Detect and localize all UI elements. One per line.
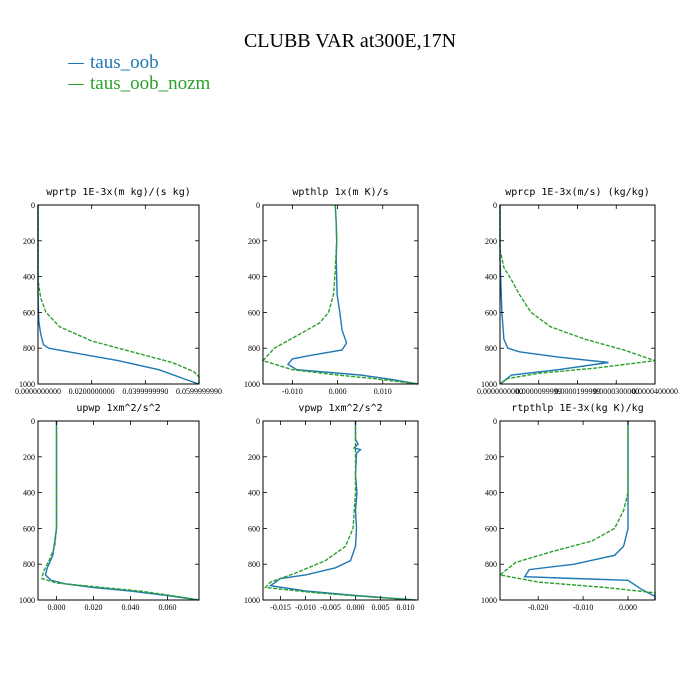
x-tick-label: -0.010: [573, 603, 594, 612]
panel-title: wpthlp 1x(m K)/s: [292, 187, 388, 198]
plot-frame: [37, 204, 200, 385]
y-tick-label: 1000: [244, 596, 260, 605]
panel-title: wprcp 1E-3x(m/s) (kg/kg): [505, 187, 650, 198]
y-tick-label: 200: [485, 237, 497, 246]
y-tick-label: 0: [493, 201, 497, 210]
panel-5: vpwp 1xm^2/s^2 0 200 400 600 800 1000 -0.015 -0.…: [244, 403, 419, 612]
y-tick-label: 200: [23, 237, 35, 246]
y-tick-label: 400: [248, 273, 260, 282]
x-tick-label: -0.020: [528, 603, 549, 612]
series-line-taus-oob-nozm: [499, 205, 656, 385]
legend-item-taus-oob-nozm: taus_oob_nozm: [68, 73, 210, 95]
y-tick-label: 400: [485, 273, 497, 282]
y-tick-label: 0: [256, 201, 260, 210]
panel-2: wpthlp 1x(m K)/s 0 200 400 600 800 1000 -0.010 0…: [244, 187, 419, 396]
y-tick-label: 200: [485, 453, 497, 462]
x-tick-label: 0.010: [374, 387, 392, 396]
y-tick-label: 600: [485, 308, 497, 317]
plot-frame: [262, 420, 419, 601]
panel-4: upwp 1xm^2/s^2 0 200 400 600 800 1000 0.000 0.02…: [19, 403, 200, 612]
panel-title: upwp 1xm^2/s^2: [76, 403, 160, 414]
legend-label-taus-oob: taus_oob: [90, 52, 159, 73]
y-tick-label: 800: [23, 560, 35, 569]
y-tick-label: 600: [23, 308, 35, 317]
panel-3: wprcp 1E-3x(m/s) (kg/kg) 0 200 400 600 800 100…: [477, 187, 678, 396]
y-tick-label: 800: [248, 344, 260, 353]
series-line-taus-oob: [523, 421, 656, 600]
plot-frame: [262, 204, 419, 385]
plot-frame: [499, 420, 656, 601]
x-tick-label: -0.005: [320, 603, 341, 612]
series-line-taus-oob-nozm: [264, 421, 416, 601]
panel-title: wprtp 1E-3x(m kg)/(s kg): [46, 187, 191, 198]
y-tick-label: 1000: [244, 380, 260, 389]
series-line-taus-oob: [286, 204, 419, 385]
x-tick-label: -0.010: [282, 387, 303, 396]
y-tick-label: 400: [23, 489, 35, 498]
series-line-taus-oob-nozm: [261, 204, 419, 385]
y-tick-label: 200: [23, 453, 35, 462]
x-tick-label: 0.000: [347, 603, 365, 612]
x-tick-label: 0.005: [372, 603, 390, 612]
y-tick-label: 0: [256, 417, 260, 426]
x-tick-label: 0.060: [159, 603, 177, 612]
y-tick-label: 600: [248, 524, 260, 533]
x-tick-label: 0.000: [619, 603, 637, 612]
x-tick-label: 0.010: [397, 603, 415, 612]
series-line-taus-oob: [268, 421, 416, 601]
panel-6: rtpthlp 1E-3x(kg K)/kg 0 200 400 600 800 1000 -…: [481, 403, 656, 612]
x-tick-label: 0.0399999990: [122, 387, 168, 396]
x-tick-label: 0.020: [85, 603, 103, 612]
series-line-taus-oob: [44, 421, 200, 601]
series-line-taus-oob-nozm: [37, 205, 200, 384]
y-tick-label: 600: [485, 524, 497, 533]
x-tick-label: -0.010: [295, 603, 316, 612]
plot-frame: [499, 204, 656, 385]
y-tick-label: 0: [31, 201, 35, 210]
y-tick-label: 800: [23, 344, 35, 353]
x-tick-label: 0.0000000000: [15, 387, 61, 396]
x-tick-label: -0.015: [270, 603, 291, 612]
y-tick-label: 400: [485, 489, 497, 498]
legend-swatch-taus-oob-nozm: [68, 83, 84, 85]
legend-label-taus-oob-nozm: taus_oob_nozm: [90, 73, 211, 94]
x-tick-label: 0.0000300000: [593, 387, 639, 396]
y-tick-label: 1000: [481, 380, 497, 389]
panel-1: wprtp 1E-3x(m kg)/(s kg) 0 200 400 600 800 100…: [15, 187, 222, 396]
x-tick-label: 0.040: [122, 603, 140, 612]
plot-frame: [37, 420, 200, 601]
x-tick-label: 0.0000000000: [477, 387, 523, 396]
y-tick-label: 400: [248, 489, 260, 498]
series-line-taus-oob: [37, 205, 200, 385]
y-tick-label: 1000: [481, 596, 497, 605]
legend-swatch-taus-oob: [68, 62, 84, 64]
series-line-taus-oob-nozm: [498, 421, 656, 600]
x-tick-label: 0.0000400000: [632, 387, 678, 396]
y-tick-label: 400: [23, 273, 35, 282]
y-tick-label: 0: [31, 417, 35, 426]
series-line-taus-oob-nozm: [40, 421, 200, 601]
x-tick-label: 0.000: [48, 603, 66, 612]
x-tick-label: 0.0000099999: [516, 387, 562, 396]
legend-item-taus-oob: taus_oob: [68, 52, 159, 74]
y-tick-label: 800: [248, 560, 260, 569]
x-tick-label: 0.0000199999: [555, 387, 601, 396]
x-tick-label: 0.000: [329, 387, 347, 396]
x-tick-label: 0.0599999990: [176, 387, 222, 396]
y-tick-label: 600: [23, 524, 35, 533]
y-tick-label: 800: [485, 344, 497, 353]
series-line-taus-oob: [499, 205, 609, 385]
x-tick-label: 0.0200000000: [69, 387, 115, 396]
panel-title: vpwp 1xm^2/s^2: [298, 403, 382, 414]
y-tick-label: 200: [248, 453, 260, 462]
y-tick-label: 1000: [19, 380, 35, 389]
y-tick-label: 0: [493, 417, 497, 426]
y-tick-label: 800: [485, 560, 497, 569]
y-tick-label: 600: [248, 308, 260, 317]
y-tick-label: 1000: [19, 596, 35, 605]
y-tick-label: 200: [248, 237, 260, 246]
page-title: CLUBB VAR at300E,17N: [243, 30, 457, 52]
panel-title: rtpthlp 1E-3x(kg K)/kg: [511, 403, 643, 414]
